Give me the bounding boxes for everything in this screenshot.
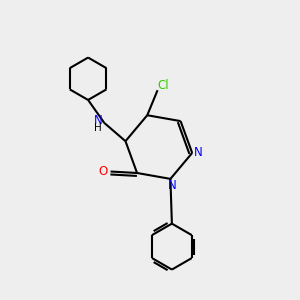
Text: N: N <box>194 146 203 159</box>
Text: N: N <box>93 114 102 127</box>
Text: N: N <box>167 179 176 192</box>
Text: H: H <box>94 123 102 133</box>
Text: O: O <box>99 165 108 178</box>
Text: Cl: Cl <box>157 79 169 92</box>
